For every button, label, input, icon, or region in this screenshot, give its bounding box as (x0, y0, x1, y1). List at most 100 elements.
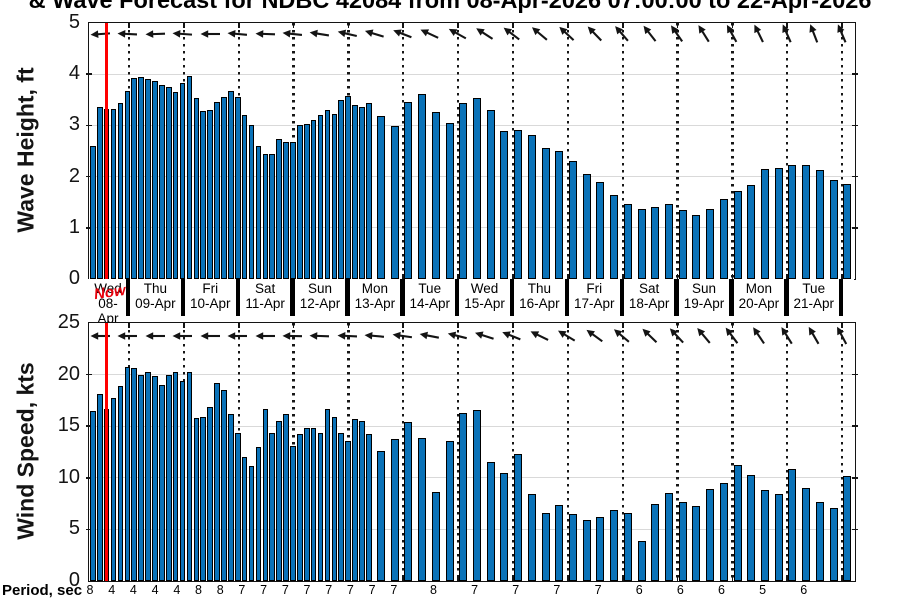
wave-bar (664, 204, 673, 279)
wave-bar (637, 209, 646, 279)
wave-x-tickmark (841, 23, 843, 28)
wave-axis-label: Wave Height, ft (12, 67, 39, 233)
wave-direction-arrow (587, 26, 602, 42)
wind-x-tickmark (731, 323, 734, 328)
wind-bar (610, 509, 619, 581)
wave-bar (90, 145, 96, 279)
wind-bar (172, 371, 179, 581)
wind-bar (234, 433, 241, 581)
period-value: 7 (325, 583, 333, 597)
wind-bar (179, 380, 186, 581)
wind-x-tickmark (786, 323, 789, 328)
wind-bar (331, 416, 338, 581)
period-value: 8 (86, 583, 94, 597)
wave-bar (221, 97, 227, 279)
date-cell: Thu 09-Apr (128, 279, 183, 317)
wind-bar (377, 450, 385, 581)
wind-bar (596, 517, 605, 581)
day-date: 16-Apr (519, 296, 560, 311)
period-value: 8 (195, 583, 202, 597)
period-value: 7 (390, 583, 398, 597)
wave-x-tickmark (567, 274, 569, 279)
wind-day-boundary-line (566, 323, 570, 581)
wind-x-tickmark (402, 576, 405, 581)
period-value: 8 (216, 583, 224, 597)
date-cell: Sun 12-Apr (293, 279, 348, 317)
wind-bar (760, 490, 769, 581)
date-separator (400, 279, 405, 316)
wind-bar (283, 413, 289, 581)
day-date: 11-Apr (245, 296, 285, 311)
wave-y-tickmark (86, 73, 92, 75)
date-separator (674, 279, 679, 316)
date-cell: Mon 13-Apr (347, 279, 402, 317)
wave-direction-arrow (726, 24, 738, 43)
period-value: 4 (151, 583, 159, 597)
wind-bar (486, 462, 495, 581)
date-separator (290, 279, 295, 316)
date-separator (729, 279, 734, 316)
wave-bar (117, 103, 124, 279)
wind-direction-arrow (808, 326, 820, 345)
wind-x-tickmark (841, 576, 843, 581)
wave-x-tickmark (512, 274, 514, 279)
date-separator (235, 279, 240, 316)
date-cell: Wed 15-Apr (457, 279, 512, 317)
wave-direction-arrow (255, 30, 275, 38)
wind-bar (297, 434, 303, 581)
wind-day-boundary-line (676, 323, 679, 581)
wave-direction-arrow (754, 24, 765, 43)
wave-ytick-label: 0 (68, 267, 80, 289)
wave-x-tickmark (128, 23, 130, 28)
day-name: Sat (638, 281, 660, 296)
wind-bar (221, 390, 227, 581)
wave-bar (110, 109, 117, 279)
wind-y-tickmark (86, 477, 92, 479)
wind-direction-arrow (172, 332, 193, 340)
wave-bar (317, 115, 324, 279)
wind-day-boundary-line (621, 323, 624, 581)
wind-direction-arrow (669, 328, 684, 344)
day-date: 20-Apr (738, 296, 780, 311)
wind-direction-arrow (255, 332, 275, 340)
wind-bar (241, 457, 248, 581)
wave-bar (207, 110, 213, 279)
wave-direction-arrow (172, 30, 193, 38)
wave-bar (297, 125, 303, 279)
wave-direction-arrow (227, 29, 248, 38)
wave-bar (331, 114, 338, 279)
wave-bar (555, 151, 564, 279)
wave-bar (733, 191, 742, 279)
wave-y-tickmark (86, 124, 92, 127)
wind-bar (90, 410, 96, 581)
wave-direction-arrow (90, 30, 111, 38)
day-name: Mon (745, 281, 772, 296)
wind-direction-arrow (337, 332, 357, 340)
wave-x-tickmark (567, 23, 569, 28)
wind-bar (338, 433, 345, 581)
wind-direction-arrow (200, 332, 220, 340)
wind-y-tickmark (852, 425, 858, 427)
wind-direction-arrow (364, 331, 385, 340)
wave-bar (760, 169, 769, 279)
wind-bar (527, 494, 536, 581)
wind-bar (324, 408, 331, 581)
wave-x-tickmark (402, 274, 405, 279)
wind-y-tickmark (86, 528, 92, 531)
date-separator (564, 279, 570, 316)
wind-bar (623, 512, 632, 581)
period-value: 6 (635, 583, 643, 597)
date-axis: Now Wed 08-Apr Thu 09-Apr Fri 10-Apr Sat 11-Apr… (88, 279, 854, 326)
date-cell: Sat 18-Apr (622, 279, 677, 317)
wave-x-tickmark (841, 274, 843, 279)
wave-x-tickmark (402, 23, 405, 28)
wave-bar (262, 153, 269, 279)
wind-bar (138, 374, 144, 581)
wind-bar (124, 367, 131, 581)
wave-bar (623, 204, 632, 279)
wave-bar (472, 98, 481, 279)
wave-bar (815, 170, 824, 279)
wind-bar (96, 394, 103, 581)
period-value: 7 (346, 583, 354, 597)
wind-bar (200, 416, 207, 581)
